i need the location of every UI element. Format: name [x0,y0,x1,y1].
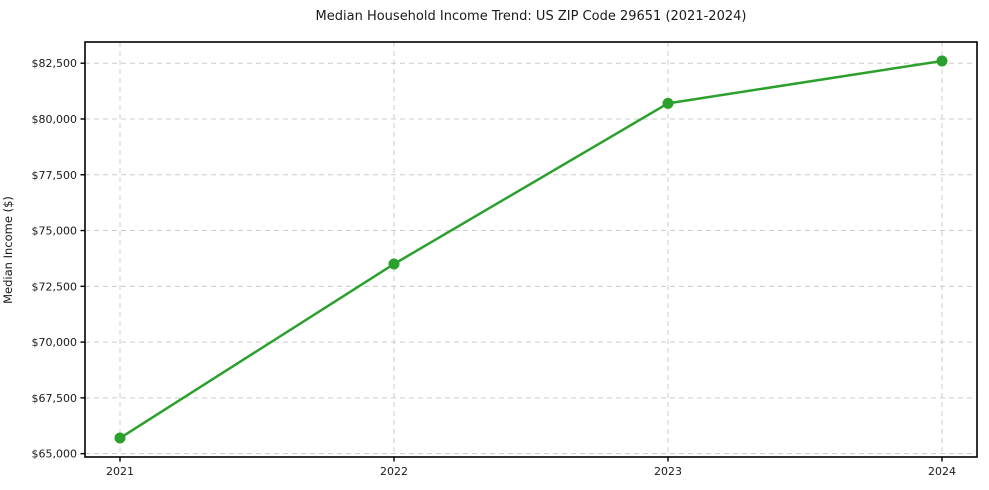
x-tick-label: 2022 [380,465,408,478]
x-tick-label: 2023 [654,465,682,478]
y-tick-label: $65,000 [32,448,78,461]
x-tick-label: 2024 [928,465,956,478]
data-point-marker [662,97,674,109]
data-point-marker [388,258,400,270]
data-point-marker [936,55,948,67]
y-axis-label: Median Income ($) [1,196,15,304]
y-tick-label: $82,500 [32,57,78,70]
x-tick-label: 2021 [106,465,134,478]
y-tick-label: $72,500 [32,280,78,293]
data-point-marker [114,432,126,444]
chart-title: Median Household Income Trend: US ZIP Co… [315,9,747,24]
y-tick-label: $67,500 [32,392,78,405]
y-tick-label: $75,000 [32,225,78,238]
plot-border [84,41,978,458]
y-tick-label: $80,000 [32,113,78,126]
y-tick-label: $77,500 [32,169,78,182]
y-tick-label: $70,000 [32,336,78,349]
income-trend-line [118,59,944,440]
